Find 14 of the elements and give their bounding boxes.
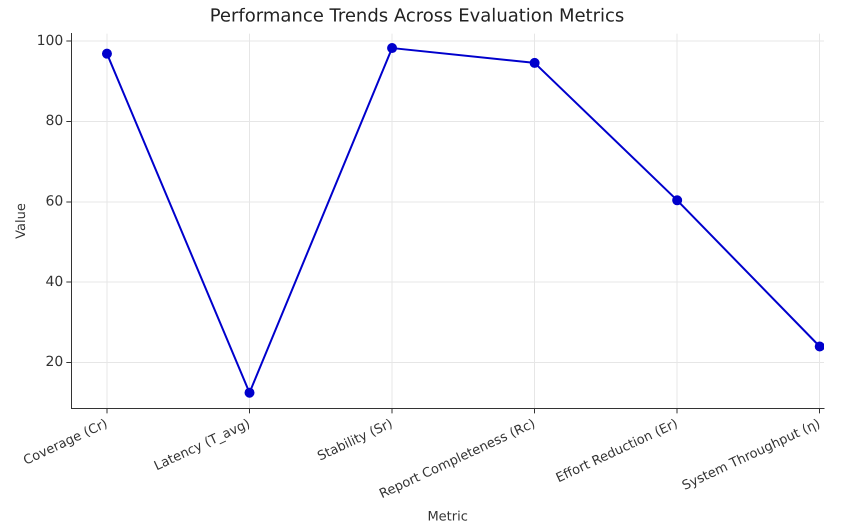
y-tick-label: 40 [45, 274, 64, 290]
x-axis-title: Metric [427, 510, 468, 525]
point [814, 342, 824, 352]
y-tick-label: 100 [36, 32, 64, 49]
point [244, 388, 255, 398]
y-tick-label: 60 [45, 194, 64, 210]
point [387, 43, 398, 54]
y-axis-title: Value [14, 203, 30, 239]
point [102, 48, 112, 59]
y-tick-label: 80 [45, 113, 64, 130]
chart-title: Performance Trends Across Evaluation Metrics [210, 5, 624, 26]
point [672, 195, 682, 206]
y-tick-label: 20 [45, 354, 64, 370]
point [530, 58, 540, 68]
